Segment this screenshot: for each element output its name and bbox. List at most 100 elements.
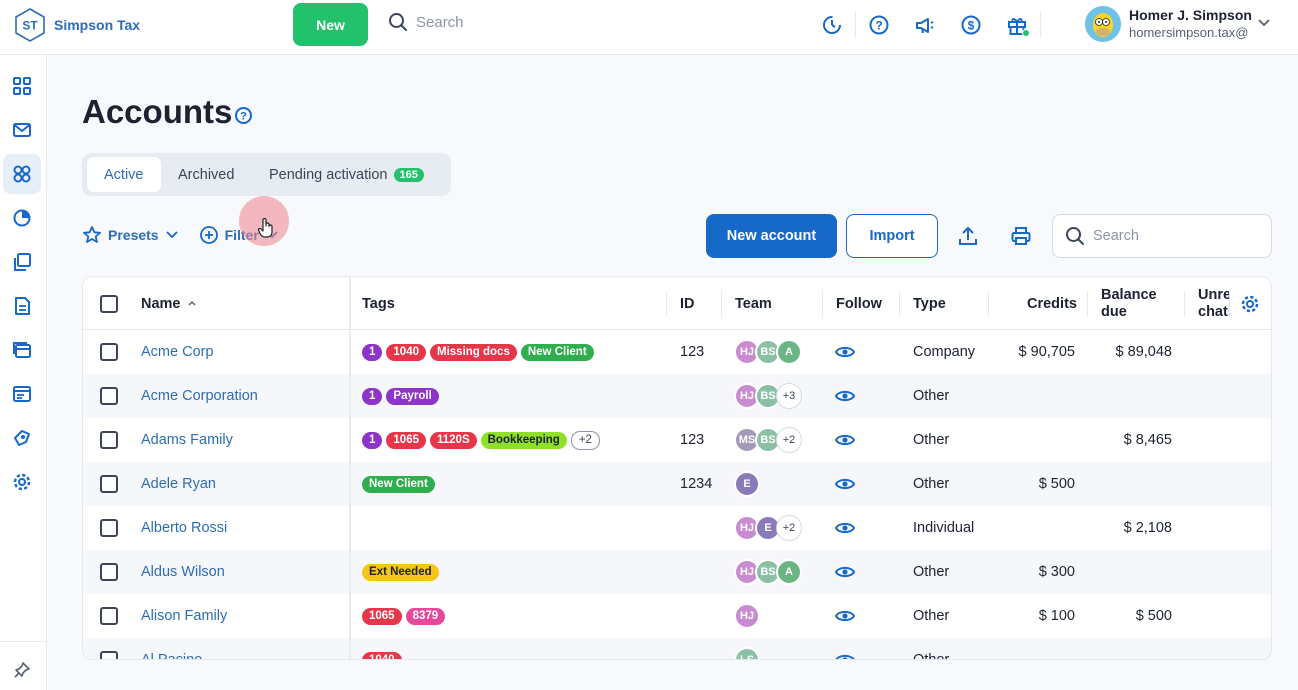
table-row[interactable]: Alison Family 1065 8379 HJ Other $ 100 $ 500 <box>83 594 1271 638</box>
follow-eye-icon[interactable] <box>835 374 855 418</box>
team-avatar[interactable]: HJ <box>734 603 760 629</box>
follow-eye-icon[interactable] <box>835 462 855 506</box>
table-row[interactable]: Aldus Wilson Ext Needed HJ BS A Other $ 300 <box>83 550 1271 594</box>
tab-active[interactable]: Active <box>87 157 161 192</box>
tag-badge[interactable]: 8379 <box>405 607 446 625</box>
tag-badge[interactable]: +2 <box>570 430 600 450</box>
account-name-link[interactable]: Acme Corporation <box>141 388 258 404</box>
row-checkbox[interactable] <box>100 418 118 462</box>
account-name-link[interactable]: Al Pacino <box>141 652 203 660</box>
row-checkbox[interactable] <box>100 506 118 550</box>
export-icon[interactable] <box>956 224 980 248</box>
tag-badge[interactable]: Payroll <box>386 387 439 405</box>
tag-badge[interactable]: Ext Needed <box>362 563 439 581</box>
account-name-link[interactable]: Alberto Rossi <box>141 520 228 536</box>
table-row[interactable]: Adams Family 1 1065 1120S Bookkeeping +2 123 MS… <box>83 418 1271 462</box>
table-row[interactable]: Adele Ryan New Client 1234 E Other $ 500 <box>83 462 1271 506</box>
follow-eye-icon[interactable] <box>835 330 855 374</box>
tag-badge[interactable]: 1040 <box>362 651 402 659</box>
team-avatar[interactable]: A <box>776 559 802 585</box>
column-follow[interactable]: Follow <box>836 277 882 330</box>
column-type[interactable]: Type <box>913 277 946 330</box>
follow-eye-icon[interactable] <box>835 506 855 550</box>
tag-badge[interactable]: 1120S <box>430 431 477 449</box>
tag-badge[interactable]: 1065 <box>386 431 426 449</box>
megaphone-icon[interactable] <box>913 13 937 37</box>
column-id[interactable]: ID <box>680 277 695 330</box>
brand-logo[interactable]: ST Simpson Tax <box>14 8 140 42</box>
new-account-button[interactable]: New account <box>706 214 837 258</box>
tag-badge[interactable]: 1 <box>362 431 383 449</box>
column-unread-chats[interactable]: Unre chats <box>1198 277 1230 330</box>
account-name-link[interactable]: Adams Family <box>141 432 233 448</box>
tag-badge[interactable]: Bookkeeping <box>480 431 567 449</box>
inbox-icon[interactable] <box>3 110 41 150</box>
documents-icon[interactable] <box>3 242 41 282</box>
tab-archived[interactable]: Archived <box>178 157 234 192</box>
column-credits[interactable]: Credits <box>1027 277 1077 330</box>
gift-icon[interactable] <box>1005 13 1030 37</box>
table-row[interactable]: Acme Corp 1 1040 Missing docs New Client 123 H… <box>83 330 1271 374</box>
account-name-link[interactable]: Adele Ryan <box>141 476 216 492</box>
settings-icon[interactable] <box>3 462 41 502</box>
table-row[interactable]: Al Pacino 1040 LS Other <box>83 638 1271 660</box>
tag-badge[interactable]: 1065 <box>362 607 402 625</box>
print-icon[interactable] <box>1009 224 1033 248</box>
team-more-badge[interactable]: +3 <box>776 383 802 409</box>
timer-icon[interactable] <box>820 13 844 37</box>
billing-icon[interactable] <box>3 330 41 370</box>
column-settings-icon[interactable] <box>1240 277 1260 330</box>
follow-eye-icon[interactable] <box>835 550 855 594</box>
team-avatar[interactable]: A <box>776 339 802 365</box>
table-row[interactable]: Acme Corporation 1 Payroll HJ BS +3 Other <box>83 374 1271 418</box>
follow-eye-icon[interactable] <box>835 418 855 462</box>
table-search[interactable] <box>1052 214 1272 258</box>
tag-badge[interactable]: 1 <box>362 343 383 361</box>
help-icon[interactable]: ? <box>234 106 253 130</box>
chevron-down-icon[interactable] <box>1257 16 1271 30</box>
team-more-badge[interactable]: +2 <box>776 427 802 453</box>
marketing-icon[interactable] <box>3 418 41 458</box>
column-team[interactable]: Team <box>735 277 772 330</box>
account-name-link[interactable]: Acme Corp <box>141 344 214 360</box>
row-checkbox[interactable] <box>100 374 118 418</box>
tag-badge[interactable]: 1 <box>362 387 383 405</box>
global-search[interactable]: Search <box>388 12 464 32</box>
follow-eye-icon[interactable] <box>835 638 855 659</box>
account-name-link[interactable]: Alison Family <box>141 608 228 624</box>
tag-badge[interactable]: Missing docs <box>430 343 517 361</box>
dollar-icon[interactable]: $ <box>959 13 983 37</box>
column-balance-due[interactable]: Balance due <box>1101 277 1157 330</box>
follow-eye-icon[interactable] <box>835 594 855 638</box>
tab-pending-activation[interactable]: Pending activation 165 <box>269 157 424 192</box>
account-name-link[interactable]: Aldus Wilson <box>141 564 225 580</box>
pin-icon[interactable] <box>3 650 41 690</box>
team-avatar[interactable]: E <box>734 471 760 497</box>
team-more-badge[interactable]: +2 <box>776 515 802 541</box>
new-button[interactable]: New <box>293 3 368 46</box>
presets-button[interactable]: Presets <box>82 225 179 245</box>
accounts-icon[interactable] <box>3 154 41 194</box>
user-menu[interactable]: Homer J. Simpson homersimpson.tax@ <box>1085 6 1252 42</box>
row-checkbox[interactable] <box>100 594 118 638</box>
forms-icon[interactable] <box>3 374 41 414</box>
team-avatar[interactable]: HJ <box>734 383 760 409</box>
select-all-checkbox[interactable] <box>100 277 118 330</box>
row-checkbox[interactable] <box>100 462 118 506</box>
tag-badge[interactable]: New Client <box>520 343 594 361</box>
table-search-input[interactable] <box>1093 228 1253 244</box>
invoice-icon[interactable] <box>3 286 41 326</box>
table-row[interactable]: Alberto Rossi HJ E +2 Individual $ 2,108 <box>83 506 1271 550</box>
dashboard-icon[interactable] <box>3 66 41 106</box>
column-name[interactable]: Name <box>141 277 197 330</box>
tag-badge[interactable]: New Client <box>362 475 435 493</box>
help-icon[interactable]: ? <box>867 13 891 37</box>
column-tags[interactable]: Tags <box>362 277 395 330</box>
row-checkbox[interactable] <box>100 638 118 659</box>
import-button[interactable]: Import <box>846 214 938 258</box>
time-icon[interactable] <box>3 198 41 238</box>
row-checkbox[interactable] <box>100 550 118 594</box>
tag-badge[interactable]: 1040 <box>386 343 426 361</box>
team-avatar[interactable]: LS <box>734 647 760 659</box>
row-checkbox[interactable] <box>100 330 118 374</box>
